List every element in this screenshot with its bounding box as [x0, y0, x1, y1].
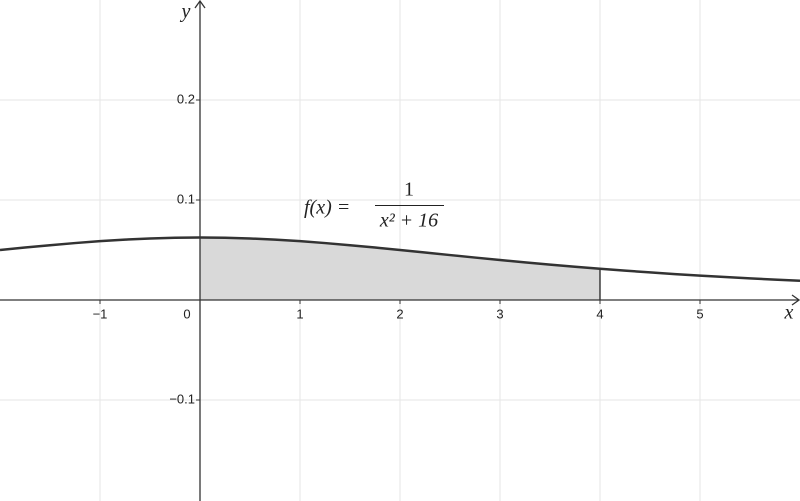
formula-lhs: f(x) =: [304, 197, 350, 219]
function-curve: [0, 236, 800, 283]
y-axis-arrow: [194, 0, 206, 9]
x-tick-label: 0: [183, 306, 190, 321]
shaded-area: [200, 237, 600, 300]
x-tick-label: 3: [496, 306, 503, 321]
y-axis-label: y: [180, 1, 191, 23]
formula-denominator: x² + 16: [379, 210, 438, 232]
x-tick-label: 4: [596, 306, 603, 321]
x-tick-label: 2: [396, 306, 403, 321]
y-tick-label: 0.1: [177, 191, 195, 206]
y-tick-label: −0.1: [169, 391, 195, 406]
x-axis-label: x: [784, 302, 794, 324]
x-tick-label: −1: [93, 306, 108, 321]
formula-numerator: 1: [404, 179, 414, 201]
x-tick-label: 1: [296, 306, 303, 321]
x-axis-arrow: [791, 294, 800, 306]
y-tick-label: 0.2: [177, 91, 195, 106]
x-tick-label: 5: [696, 306, 703, 321]
